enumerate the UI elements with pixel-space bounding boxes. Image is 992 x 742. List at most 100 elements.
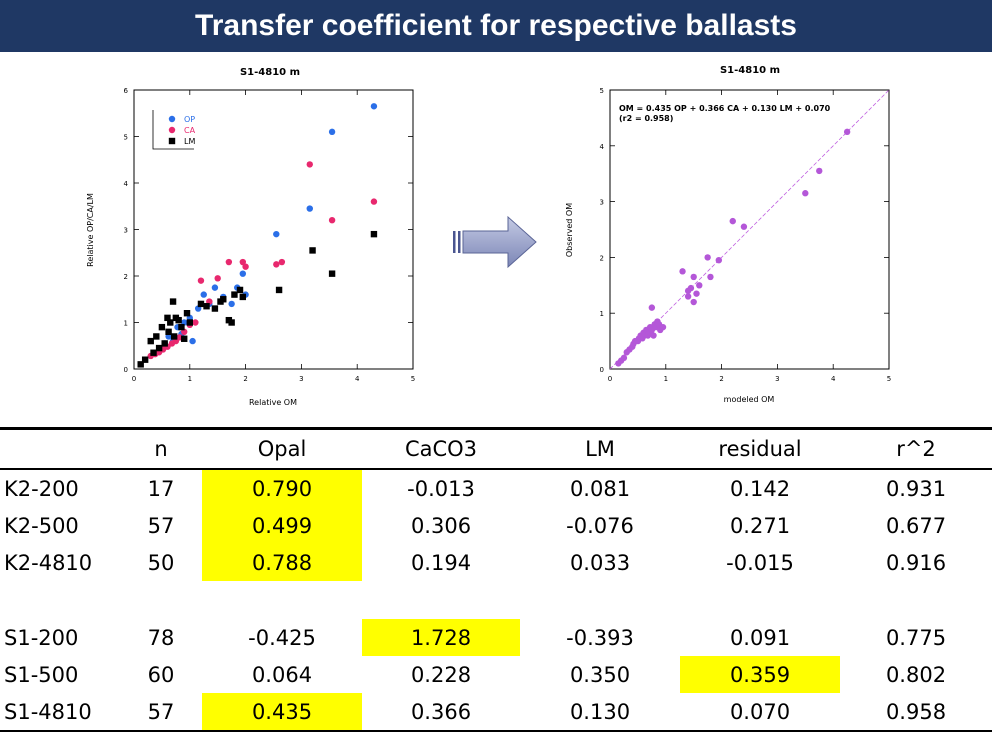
lm-point (169, 298, 177, 305)
table-row: S1-4810 57 0.435 0.366 0.130 0.070 0.958 (0, 693, 992, 732)
table-row: K2-500 57 0.499 0.306 -0.076 0.271 0.677 (0, 507, 992, 544)
ca-point (328, 217, 336, 224)
series-point (707, 273, 714, 281)
y-axis: 0 1 2 3 4 5 6 (124, 87, 413, 374)
table-cell: 57 (147, 513, 175, 538)
x-tick-label: 3 (299, 375, 303, 383)
series-point (690, 298, 697, 306)
x-axis-label: Relative OM (249, 398, 297, 407)
regression-equation: OM = 0.435 OP + 0.366 CA + 0.130 LM + 0.… (619, 104, 831, 113)
lm-point (231, 291, 238, 298)
y-tick-label: 2 (600, 254, 604, 262)
x-tick-label: 1 (188, 375, 192, 383)
plot-frame (609, 89, 890, 370)
x-tick-label: 4 (355, 375, 360, 383)
table-cell: 0.677 (885, 513, 947, 538)
x-tick-label: 2 (243, 375, 247, 383)
lm-point (164, 314, 171, 322)
table-cell: 0.070 (680, 693, 840, 732)
y-tick-label: 1 (124, 320, 128, 328)
x-axis-label: modeled OM (724, 395, 775, 404)
table-cell: 0.033 (569, 550, 631, 575)
op-point (306, 205, 313, 212)
coefficient-table: n Opal CaCO3 LM residual r^2 K2-200 17 0.7… (0, 427, 992, 732)
op-point (189, 337, 196, 345)
table-cell: -0.425 (248, 625, 316, 650)
column-header (0, 428, 120, 470)
legend-marker-ca (168, 126, 176, 134)
table-cell: 0.130 (520, 693, 680, 732)
row-label: S1-200 (4, 625, 79, 650)
table-cell: 0.790 (202, 469, 362, 507)
scatter-chart-relative: S1-4810 m 0 1 2 3 4 5 0 1 2 3 4 5 6 Relative OM Rel… (86, 67, 415, 407)
lm-point (328, 270, 336, 277)
lm-point (236, 286, 244, 294)
lm-point (150, 349, 157, 356)
lm-point (155, 344, 163, 352)
op-point (370, 103, 378, 110)
lm-point (197, 300, 205, 308)
row-label: K2-200 (4, 476, 79, 501)
row-label: K2-500 (4, 513, 79, 538)
table-cell: 50 (147, 550, 175, 575)
column-header: LM (520, 428, 680, 470)
table-cell: 0.350 (569, 662, 631, 687)
table-cell: 0.194 (410, 550, 472, 575)
lm-point (178, 323, 185, 331)
data-points (615, 128, 851, 367)
ca-point (239, 258, 247, 266)
ca-point (214, 275, 221, 282)
series-point (693, 290, 700, 297)
chart-title: S1-4810 m (240, 67, 300, 78)
lm-point (228, 319, 235, 326)
page-title: Transfer coefficient for respective ball… (0, 0, 992, 52)
ca-point (192, 319, 199, 326)
lm-point (153, 333, 160, 340)
y-tick-label: 3 (600, 199, 604, 207)
lm-point (165, 328, 172, 335)
x-tick-label: 3 (775, 375, 779, 383)
legend-marker-op (168, 115, 176, 123)
table-cell: 1.728 (362, 619, 520, 656)
y-axis: 0 1 2 3 4 5 (600, 87, 889, 374)
arrow-graphic (453, 215, 537, 269)
table-cell: 0.435 (202, 693, 362, 732)
table-cell: 0.359 (680, 656, 840, 693)
lm-point (141, 356, 149, 363)
table-row: S1-500 60 0.064 0.228 0.350 0.359 0.802 (0, 656, 992, 693)
op-point (228, 300, 235, 308)
series-point (816, 167, 823, 175)
op-point (211, 284, 219, 291)
table-row: S1-200 78 -0.425 1.728 -0.393 0.091 0.775 (0, 619, 992, 656)
lm-point (161, 340, 168, 347)
series-point (802, 190, 809, 197)
series-point (650, 332, 657, 339)
regression-r2: (r2 = 0.958) (619, 114, 673, 123)
y-tick-label: 3 (124, 227, 128, 235)
column-header: CaCO3 (362, 428, 520, 470)
series-point (684, 293, 692, 300)
lm-point (175, 316, 182, 324)
lm-point (186, 319, 193, 326)
y-tick-label: 5 (124, 134, 128, 142)
legend-label-lm: LM (184, 137, 195, 146)
row-label: K2-4810 (4, 550, 93, 575)
y-tick-label: 5 (600, 87, 604, 95)
op-point (328, 128, 336, 136)
table-body: K2-200 17 0.790 -0.013 0.081 0.142 0.931 K2-500… (0, 469, 992, 732)
lm-point (167, 319, 174, 326)
ca-point (370, 198, 378, 205)
series-point (704, 254, 711, 261)
table-cell: 0.499 (202, 507, 362, 544)
table-cell: 0.958 (840, 693, 992, 732)
row-label: S1-500 (4, 662, 79, 687)
x-tick-label: 0 (132, 375, 136, 383)
op-point (239, 270, 247, 277)
legend-label-op: OP (184, 115, 195, 124)
y-tick-label: 1 (600, 310, 604, 318)
column-header: Opal (202, 428, 362, 470)
arrow-shape (462, 215, 537, 269)
table-cell: 17 (147, 476, 175, 501)
column-header: n (120, 428, 202, 470)
y-tick-label: 0 (124, 366, 128, 374)
